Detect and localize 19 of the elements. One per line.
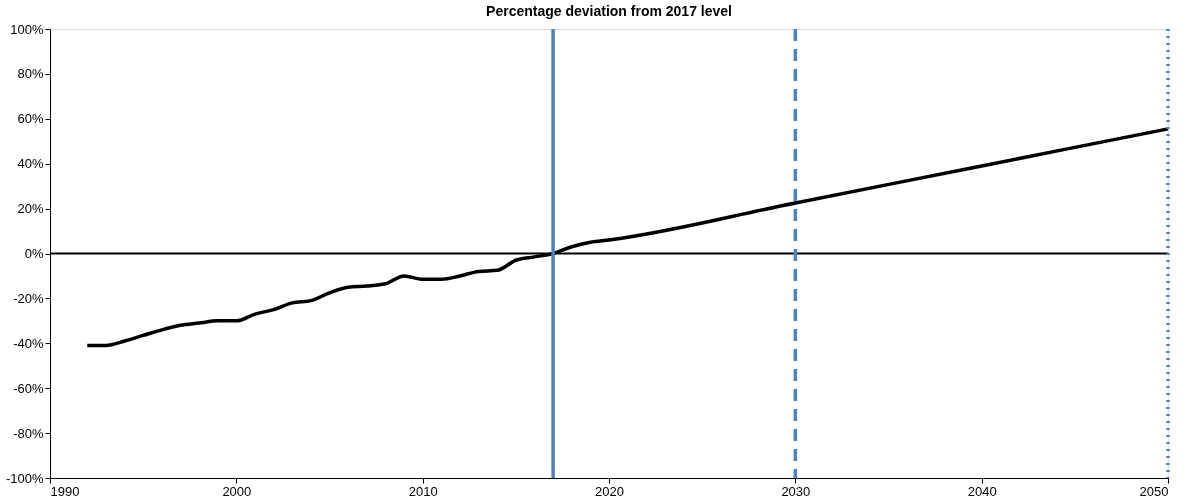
x-tick-label: 2050 [1139, 483, 1169, 499]
y-tick-label: -20% [13, 290, 44, 306]
y-tick-label: 0% [24, 246, 44, 261]
y-tick-label: -60% [13, 380, 44, 396]
y-tick-label: -100% [5, 470, 44, 486]
y-tick-label: -80% [13, 425, 44, 441]
x-tick-label: 1990 [50, 483, 80, 499]
y-tick-label: 20% [17, 201, 44, 217]
x-tick-label: 2040 [967, 483, 997, 499]
y-tick-label: 40% [17, 156, 44, 172]
y-tick-label: -40% [13, 335, 44, 351]
x-tick-label: 2030 [781, 483, 811, 499]
x-tick-label: 2010 [408, 483, 438, 499]
y-tick-label: 80% [17, 66, 44, 82]
y-tick-label: 60% [17, 111, 44, 127]
x-tick-label: 2000 [222, 483, 252, 499]
y-tick-label: 100% [10, 21, 44, 37]
chart-title: Percentage deviation from 2017 level [486, 3, 732, 19]
x-tick-label: 2020 [595, 483, 624, 499]
